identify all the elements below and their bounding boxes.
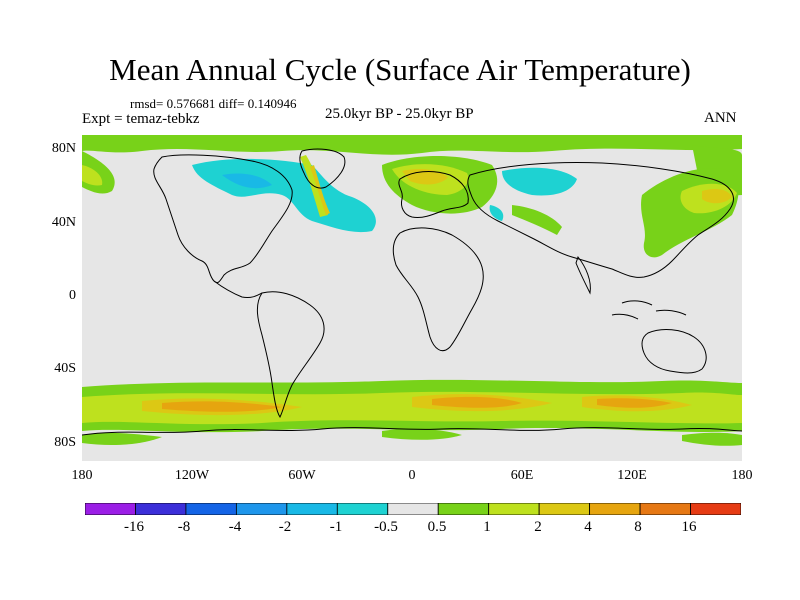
lon-label-0: 0 xyxy=(408,468,416,483)
experiment-label: Expt = temaz-tebkz xyxy=(82,111,200,127)
lon-label-120w: 120W xyxy=(174,468,210,483)
colorbar-label: 2 xyxy=(534,519,542,535)
colorbar-segment xyxy=(185,503,237,515)
lat-label-0: 0 xyxy=(69,288,76,303)
central-america-coast xyxy=(213,280,263,298)
colorbar-label: -2 xyxy=(278,519,292,535)
colorbar-label: 16 xyxy=(681,519,697,535)
lat-label-80n: 80N xyxy=(51,141,76,156)
colorbar-label: 4 xyxy=(584,519,592,535)
colorbar-segment xyxy=(336,503,389,515)
colorbar-label: -1 xyxy=(329,519,343,535)
lon-label-60e: 60E xyxy=(510,468,534,483)
colorbar-segment xyxy=(85,503,136,515)
southern-ocean-band xyxy=(82,379,742,446)
lon-label-180e: 180 xyxy=(731,468,753,483)
plot-title: Mean Annual Cycle (Surface Air Temperatu… xyxy=(109,52,691,87)
colorbar-segment xyxy=(538,503,591,515)
greenland-coast xyxy=(299,148,346,189)
colorbar-segment xyxy=(589,503,641,515)
colorbar-label: 8 xyxy=(634,519,642,535)
antarctica-coast xyxy=(82,427,742,436)
stats-label: rmsd= 0.576681 diff= 0.140946 xyxy=(130,96,297,111)
europe-coast xyxy=(398,171,469,218)
lon-label-60w: 60W xyxy=(288,468,316,483)
lon-label-180w: 180 xyxy=(71,468,93,483)
lon-label-120e: 120E xyxy=(617,468,647,483)
colorbar-label: -8 xyxy=(177,519,191,535)
north-america-coast xyxy=(153,154,293,284)
indonesia-coast xyxy=(611,300,687,320)
south-america-coast xyxy=(256,291,325,418)
coastlines xyxy=(82,148,742,436)
colorbar-label: -0.5 xyxy=(374,519,398,535)
colorbar-label: -4 xyxy=(228,519,242,535)
lat-label-80s: 80S xyxy=(54,435,76,450)
colorbar xyxy=(85,503,741,515)
asia-coast xyxy=(467,162,734,278)
colorbar-segment xyxy=(235,503,288,515)
colorbar-segment xyxy=(690,503,741,515)
india-coast xyxy=(575,255,591,295)
colorbar-label: 1 xyxy=(483,519,491,535)
colorbar-segment xyxy=(135,503,187,515)
lat-label-40n: 40N xyxy=(51,215,76,230)
colorbar-segment xyxy=(639,503,691,515)
temperature-map xyxy=(82,135,742,461)
north-atlantic-cold-region xyxy=(192,155,376,233)
colorbar-segment xyxy=(387,503,439,515)
colorbar-segment xyxy=(286,503,338,515)
lat-label-40s: 40S xyxy=(54,361,76,376)
australia-coast xyxy=(641,329,707,374)
colorbar-segment xyxy=(437,503,490,515)
africa-coast xyxy=(392,227,484,352)
colorbar-label: -16 xyxy=(124,519,144,535)
season-label: ANN xyxy=(704,110,737,126)
period-label: 25.0kyr BP - 25.0kyr BP xyxy=(325,106,474,122)
colorbar-segment xyxy=(488,503,540,515)
colorbar-label: 0.5 xyxy=(427,519,447,535)
east-asia-warm-region xyxy=(641,168,739,258)
